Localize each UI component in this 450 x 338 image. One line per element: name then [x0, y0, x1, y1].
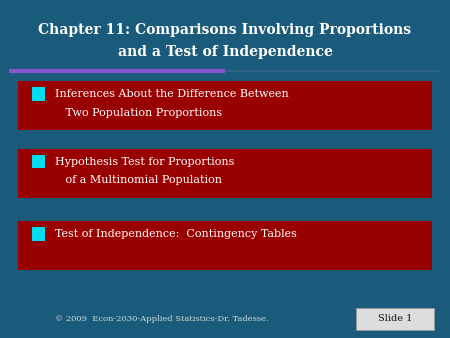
FancyBboxPatch shape	[18, 81, 432, 130]
Text: Hypothesis Test for Proportions: Hypothesis Test for Proportions	[55, 156, 234, 167]
Text: of a Multinomial Population: of a Multinomial Population	[55, 175, 222, 185]
FancyBboxPatch shape	[32, 227, 45, 241]
Text: and a Test of Independence: and a Test of Independence	[117, 45, 333, 59]
FancyBboxPatch shape	[18, 221, 432, 270]
Text: Slide 1: Slide 1	[378, 314, 412, 323]
Text: Chapter 11: Comparisons Involving Proportions: Chapter 11: Comparisons Involving Propor…	[38, 23, 412, 38]
FancyBboxPatch shape	[32, 87, 45, 101]
Text: Two Population Proportions: Two Population Proportions	[55, 107, 222, 118]
Text: Inferences About the Difference Between: Inferences About the Difference Between	[55, 89, 288, 99]
Text: © 2009  Econ-2030-Applied Statistics-Dr. Tadesse.: © 2009 Econ-2030-Applied Statistics-Dr. …	[55, 315, 269, 323]
FancyBboxPatch shape	[18, 149, 432, 198]
FancyBboxPatch shape	[32, 155, 45, 168]
Text: Test of Independence:  Contingency Tables: Test of Independence: Contingency Tables	[55, 229, 297, 239]
FancyBboxPatch shape	[356, 308, 434, 330]
